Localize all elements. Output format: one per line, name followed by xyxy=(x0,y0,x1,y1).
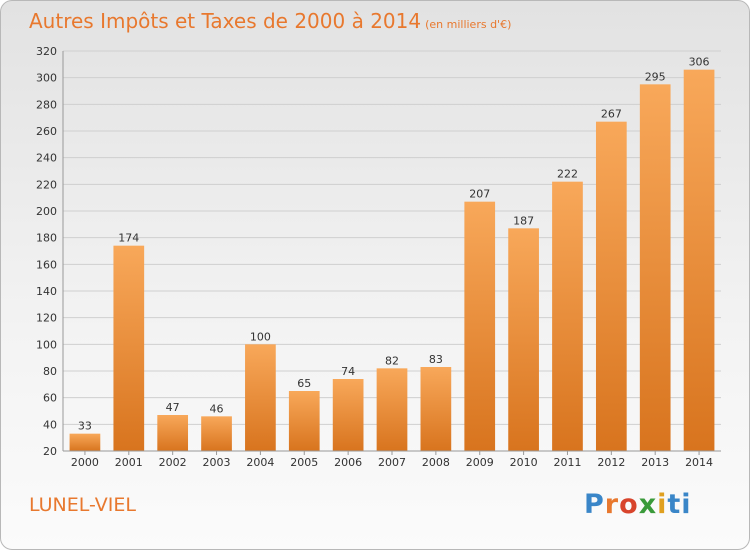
proxiti-logo[interactable]: Proxiti xyxy=(584,489,692,520)
x-tick-label: 2001 xyxy=(115,456,143,469)
logo-letter: o xyxy=(619,489,639,520)
bar-value-label: 187 xyxy=(513,214,534,227)
bar xyxy=(69,433,101,451)
bar xyxy=(552,181,583,451)
chart-title: Autres Impôts et Taxes de 2000 à 2014 (en… xyxy=(29,9,511,33)
x-tick-label: 2013 xyxy=(641,456,669,469)
chart-title-text: Autres Impôts et Taxes de 2000 à 2014 xyxy=(29,9,422,33)
bar-value-label: 47 xyxy=(166,401,180,414)
x-tick-label: 2002 xyxy=(159,456,187,469)
y-tick-label: 220 xyxy=(36,178,57,191)
y-tick-label: 200 xyxy=(36,205,57,218)
bar xyxy=(157,415,189,451)
x-tick-label: 2014 xyxy=(685,456,713,469)
bar xyxy=(595,121,627,452)
bar-value-label: 306 xyxy=(689,56,710,69)
x-tick-label: 2012 xyxy=(597,456,625,469)
bar-value-label: 74 xyxy=(341,365,355,378)
x-tick-label: 2011 xyxy=(553,456,581,469)
y-tick-label: 40 xyxy=(43,418,57,431)
y-tick-label: 140 xyxy=(36,285,57,298)
y-tick-label: 80 xyxy=(43,365,57,378)
chart-subtitle: (en milliers d'€) xyxy=(425,18,512,31)
bar xyxy=(332,379,364,451)
bar-value-label: 207 xyxy=(469,188,490,201)
bar xyxy=(376,368,408,451)
bar-value-label: 174 xyxy=(118,232,139,245)
x-tick-label: 2004 xyxy=(246,456,274,469)
bar xyxy=(288,391,320,451)
bar-value-label: 65 xyxy=(297,377,311,390)
bar-value-label: 100 xyxy=(250,330,271,343)
y-tick-label: 60 xyxy=(43,392,57,405)
y-tick-label: 180 xyxy=(36,232,57,245)
y-tick-label: 300 xyxy=(36,72,57,85)
bar-value-label: 267 xyxy=(601,108,622,121)
bar-value-label: 222 xyxy=(557,168,578,181)
logo-letter: x xyxy=(638,489,658,520)
x-tick-label: 2010 xyxy=(510,456,538,469)
y-tick-label: 120 xyxy=(36,312,57,325)
bar-value-label: 295 xyxy=(645,70,666,83)
bar xyxy=(420,367,452,451)
y-tick-label: 260 xyxy=(36,125,57,138)
bar xyxy=(464,201,496,451)
y-axis: 20 40 60 80 100 120 140 160 180 200 220 240 260 280 30… xyxy=(36,45,64,458)
bars: 33 174 47 46 100 65 74 82 83 207 187 222 267 295 306 xyxy=(69,56,715,452)
bar-value-label: 82 xyxy=(385,354,399,367)
x-tick-label: 2000 xyxy=(71,456,99,469)
y-tick-label: 20 xyxy=(43,445,57,458)
x-tick-label: 2003 xyxy=(203,456,231,469)
logo-letter: P xyxy=(584,489,605,520)
y-tick-label: 100 xyxy=(36,338,57,351)
logo-letter: ti xyxy=(667,489,692,520)
logo-letter: r xyxy=(604,489,620,520)
bar-value-label: 83 xyxy=(429,353,443,366)
y-tick-label: 320 xyxy=(36,45,57,58)
x-tick-label: 2009 xyxy=(466,456,494,469)
logo-letter: i xyxy=(657,489,668,520)
x-tick-label: 2006 xyxy=(334,456,362,469)
y-tick-label: 280 xyxy=(36,98,57,111)
place-name: LUNEL-VIEL xyxy=(29,494,136,516)
bar xyxy=(508,228,539,451)
bar xyxy=(639,84,671,451)
bar xyxy=(201,416,232,451)
y-tick-label: 160 xyxy=(36,258,57,271)
bar xyxy=(113,245,145,451)
y-tick-label: 240 xyxy=(36,152,57,165)
x-tick-label: 2005 xyxy=(290,456,318,469)
bar xyxy=(245,344,276,451)
bar xyxy=(683,69,715,452)
bar-value-label: 46 xyxy=(210,402,224,415)
bar-value-label: 33 xyxy=(78,420,92,433)
x-axis: 2000 2001 2002 2003 2004 2005 2006 2007 2008 2009… xyxy=(63,450,721,469)
x-tick-label: 2007 xyxy=(378,456,406,469)
x-tick-label: 2008 xyxy=(422,456,450,469)
